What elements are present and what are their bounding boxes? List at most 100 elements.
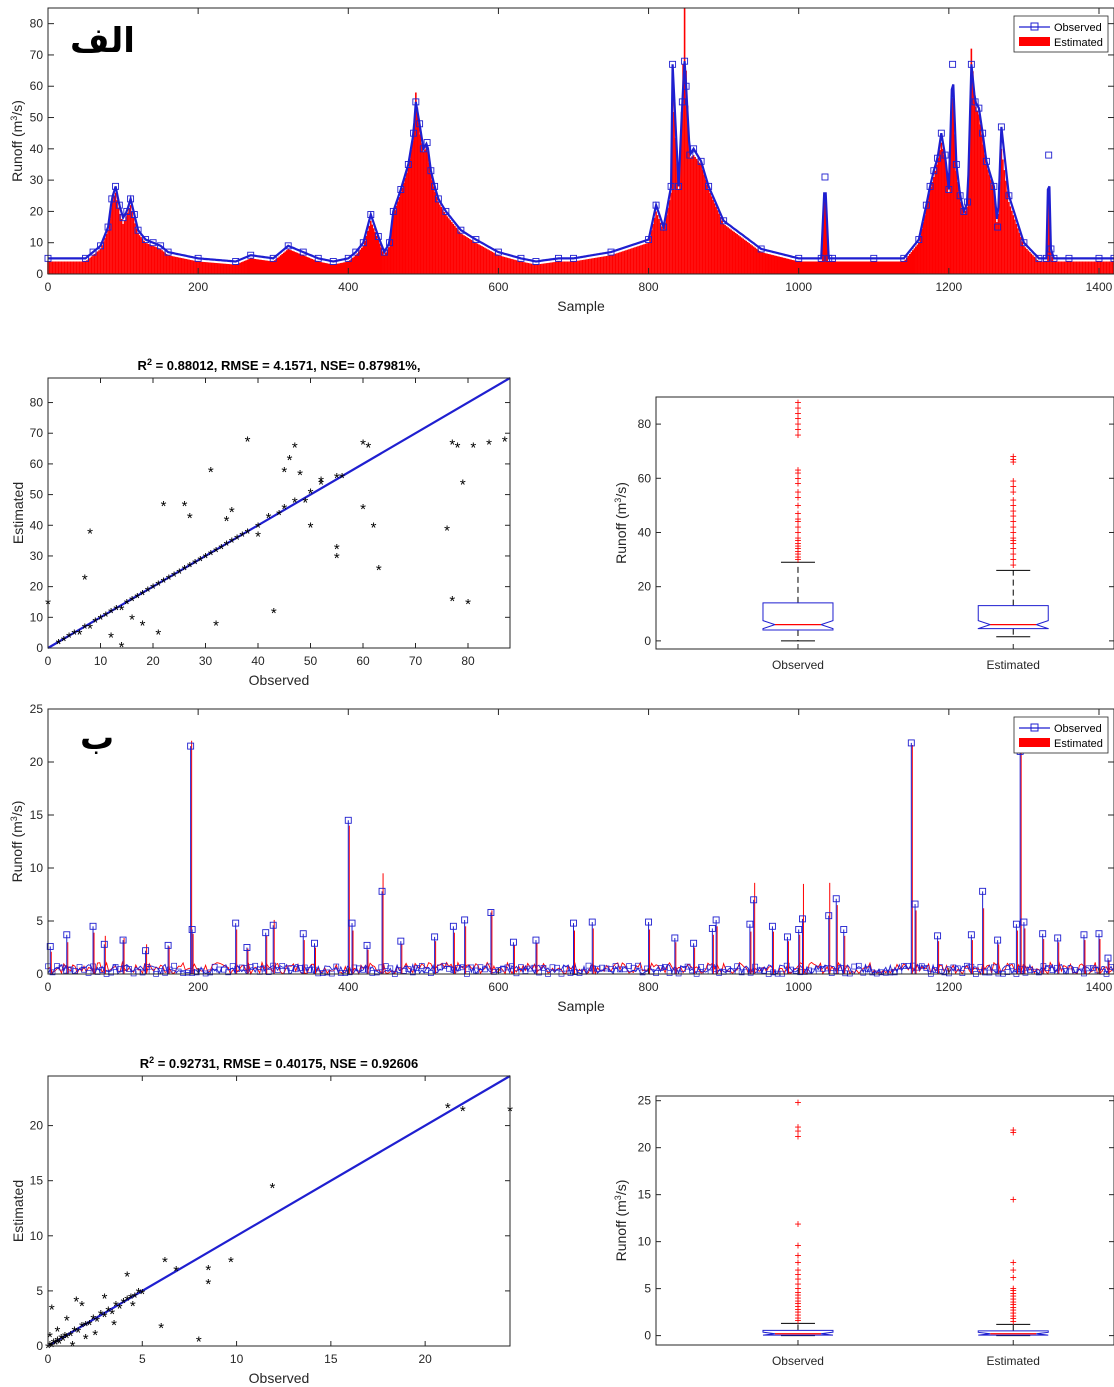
label-part: Runoff (m — [613, 1200, 629, 1261]
scatter-point: * — [140, 617, 146, 634]
scatter-point: * — [203, 550, 209, 567]
observed-marker — [795, 254, 803, 262]
scatter-point: * — [108, 605, 114, 622]
x-tick-label: 1400 — [1086, 980, 1113, 994]
label-part: Runoff (m — [9, 821, 25, 882]
observed-marker — [967, 931, 975, 939]
observed-marker — [262, 929, 270, 937]
observed-marker — [971, 98, 979, 106]
baseline-marker — [653, 970, 659, 976]
scatter-point: * — [71, 1323, 77, 1340]
baseline-marker — [54, 963, 60, 969]
observed-marker — [431, 182, 439, 190]
observed-marker — [410, 129, 418, 137]
outlier-marker: + — [1010, 479, 1017, 493]
x-tick-label: 1400 — [1086, 280, 1113, 294]
observed-marker — [926, 182, 934, 190]
observed-marker — [783, 933, 791, 941]
scatter-point: * — [213, 617, 219, 634]
observed-marker — [967, 60, 975, 68]
panel-letter-b: ب — [80, 718, 114, 758]
scatter-point: * — [73, 1294, 79, 1311]
baseline-marker — [342, 970, 349, 976]
baseline-marker — [950, 964, 957, 971]
scatter-point: * — [266, 510, 272, 527]
scatter-point: * — [371, 519, 377, 536]
scatter-point: * — [111, 1317, 117, 1334]
y-tick-label: 10 — [30, 236, 44, 250]
y-tick-label: 5 — [644, 1282, 651, 1296]
observed-marker — [269, 254, 277, 262]
scatter-point: * — [213, 544, 219, 561]
legend-observed-label: Observed — [1054, 22, 1102, 34]
observed-marker — [142, 236, 150, 244]
scatter-point: * — [281, 501, 287, 518]
label-part: /s) — [613, 1180, 629, 1196]
y-tick-label: 15 — [30, 808, 44, 822]
observed-marker — [431, 933, 439, 941]
observed-marker — [682, 82, 690, 90]
scatter-point: * — [145, 584, 151, 601]
scatter-point: * — [94, 1314, 100, 1331]
axes-frame — [47, 377, 511, 649]
baseline-marker — [58, 964, 65, 971]
scatter-point: * — [62, 1329, 68, 1346]
chart-title: R2 = 0.92731, RMSE = 0.40175, NSE = 0.92… — [140, 1055, 419, 1071]
outlier-marker: + — [794, 553, 801, 567]
x-tick-label: 1200 — [935, 280, 962, 294]
observed-marker — [1035, 254, 1043, 262]
observed-marker — [112, 182, 120, 190]
outlier-marker: + — [794, 395, 801, 409]
scatter-point: * — [55, 1333, 61, 1350]
scatter-point: * — [197, 553, 203, 570]
observed-marker — [367, 211, 375, 218]
scatter-point: * — [87, 621, 93, 638]
baseline-marker — [851, 963, 858, 970]
baseline-marker — [621, 966, 628, 973]
outlier-marker: + — [794, 536, 801, 550]
observed-marker — [930, 167, 938, 175]
scatter-point: * — [60, 1332, 66, 1349]
observed-marker — [1039, 930, 1047, 938]
baseline-marker — [752, 963, 759, 970]
observed-marker — [359, 239, 367, 247]
scatter-point: * — [130, 1298, 136, 1315]
outlier-marker: + — [1010, 455, 1017, 469]
estimated-series — [50, 736, 1110, 974]
observed-marker — [922, 201, 930, 209]
observed-marker — [570, 919, 577, 927]
observed-marker — [979, 887, 987, 895]
scatter-point: * — [105, 1304, 111, 1321]
observed-marker — [119, 214, 127, 222]
observed-marker — [104, 223, 112, 231]
y-tick-label: 10 — [30, 861, 44, 875]
baseline-marker — [608, 966, 614, 972]
observed-marker — [768, 922, 776, 930]
outlier-marker: + — [1010, 474, 1017, 488]
x-tick-label: 15 — [324, 1352, 338, 1366]
baseline-marker — [882, 969, 889, 976]
observed-marker — [247, 251, 255, 259]
outlier-marker: + — [794, 507, 801, 521]
scatter-point: * — [502, 433, 508, 450]
observed-marker — [389, 207, 397, 215]
baseline-marker — [959, 970, 966, 976]
scatter-point: * — [365, 440, 371, 457]
outlier-marker: + — [1010, 1289, 1017, 1303]
baseline-marker — [549, 964, 556, 971]
baseline-marker — [1009, 963, 1015, 970]
scatter-point: * — [140, 587, 146, 604]
baseline-marker — [171, 962, 177, 969]
observed-marker — [374, 232, 382, 240]
scatter-points: ****************************************… — [45, 1100, 513, 1357]
scatter-point: * — [103, 608, 109, 625]
outlier-marker: + — [794, 547, 801, 561]
outlier-marker: + — [794, 401, 801, 415]
baseline-marker — [869, 969, 876, 976]
baseline-marker — [207, 969, 214, 976]
y-tick-label: 0 — [644, 1329, 651, 1343]
scatter-point: * — [176, 565, 182, 582]
observed-marker — [472, 236, 480, 244]
box-body — [762, 1329, 834, 1336]
legend-estimated-swatch — [1019, 738, 1050, 747]
